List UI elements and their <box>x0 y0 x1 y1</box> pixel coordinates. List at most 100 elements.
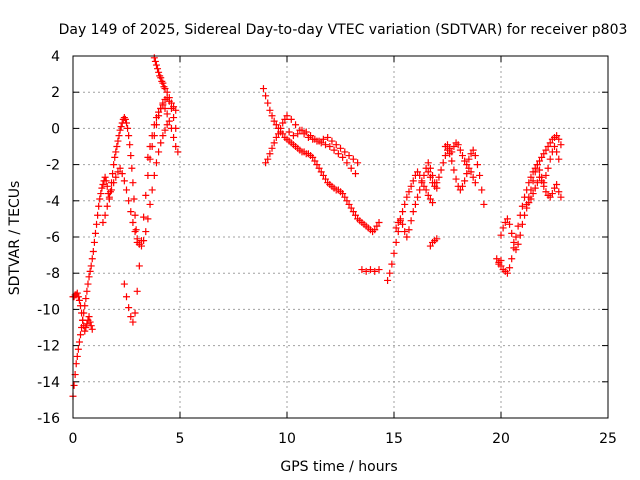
data-point <box>287 115 295 123</box>
data-point <box>109 170 117 178</box>
data-point <box>433 235 441 243</box>
data-points <box>69 54 565 400</box>
data-point <box>345 200 353 208</box>
ticks: 0 5 10 15 20 25 -16 -14 -12 -10 -8 -6 -4 -2 0 2 4 <box>37 49 617 447</box>
data-point <box>163 121 171 129</box>
data-point <box>135 262 143 270</box>
data-point <box>407 217 415 225</box>
data-point <box>401 200 409 208</box>
data-point <box>551 143 558 150</box>
data-point <box>83 320 91 328</box>
data-point <box>110 179 118 187</box>
data-point <box>114 168 122 176</box>
x-tick-label: 20 <box>492 431 510 447</box>
data-point <box>394 228 402 236</box>
y-axis-label: SDTVAR / TECUs <box>7 181 23 296</box>
data-point <box>546 155 554 163</box>
data-point <box>161 104 169 112</box>
data-point <box>405 226 413 234</box>
data-point <box>127 208 135 216</box>
data-point <box>124 124 132 132</box>
data-point <box>137 237 145 245</box>
data-point <box>347 204 355 212</box>
data-point <box>339 153 347 161</box>
data-point <box>74 293 82 301</box>
data-point <box>101 173 109 181</box>
data-point <box>345 152 353 160</box>
data-point <box>127 152 135 160</box>
data-point <box>458 152 466 160</box>
data-point <box>508 229 516 237</box>
data-point <box>429 199 437 207</box>
data-point <box>388 260 396 268</box>
data-point <box>264 99 272 107</box>
data-point <box>70 381 78 389</box>
data-point <box>170 114 178 122</box>
data-point <box>473 161 481 169</box>
data-point <box>493 255 501 263</box>
series-arc-11 <box>424 146 479 194</box>
data-point <box>399 220 407 228</box>
data-point <box>115 132 123 140</box>
data-point <box>129 219 137 227</box>
data-point <box>461 157 469 165</box>
data-point <box>76 302 84 310</box>
data-point <box>351 211 359 219</box>
data-point <box>140 213 148 221</box>
data-point <box>315 137 323 145</box>
data-point <box>311 157 319 165</box>
data-point <box>386 269 394 277</box>
data-point <box>129 318 137 326</box>
series-arc-1-lower <box>69 289 96 335</box>
data-point <box>270 139 278 147</box>
data-point <box>172 143 180 150</box>
data-point <box>501 219 509 227</box>
data-point <box>150 54 158 62</box>
data-point <box>88 255 96 263</box>
data-point <box>159 132 167 140</box>
data-point <box>157 74 165 82</box>
data-point <box>527 186 535 194</box>
data-point <box>270 117 278 125</box>
data-point <box>148 132 156 140</box>
data-point <box>463 161 471 169</box>
series-arc-14 <box>426 235 441 250</box>
data-point <box>399 208 407 216</box>
data-point <box>514 222 522 230</box>
data-point <box>328 137 336 145</box>
data-point <box>268 112 276 120</box>
series-arc-2 <box>99 121 171 250</box>
data-point <box>129 179 137 187</box>
data-point <box>133 235 141 243</box>
series-arc-18 <box>493 255 505 268</box>
data-point <box>497 257 505 265</box>
data-point <box>450 166 458 174</box>
data-point <box>264 155 272 163</box>
data-point <box>152 114 160 122</box>
x-tick-label: 25 <box>599 431 617 447</box>
data-point <box>319 135 327 143</box>
data-point <box>131 228 139 236</box>
data-point <box>322 141 330 149</box>
data-point <box>132 226 140 234</box>
data-point <box>508 255 516 263</box>
data-point <box>465 155 473 163</box>
series-arc-4 <box>144 101 182 161</box>
data-point <box>144 153 152 161</box>
data-point <box>551 184 558 192</box>
data-point <box>456 186 464 194</box>
data-point <box>146 200 154 208</box>
data-point <box>426 164 434 172</box>
data-point <box>343 197 351 205</box>
data-point <box>94 211 102 219</box>
data-point <box>527 173 535 181</box>
data-point <box>172 106 180 114</box>
data-point <box>125 132 133 140</box>
data-point <box>76 331 84 339</box>
data-point <box>274 130 282 138</box>
data-point <box>266 106 274 114</box>
data-point <box>538 153 546 161</box>
y-tick-label: -2 <box>46 158 60 174</box>
data-point <box>311 135 319 143</box>
data-point <box>174 148 182 156</box>
